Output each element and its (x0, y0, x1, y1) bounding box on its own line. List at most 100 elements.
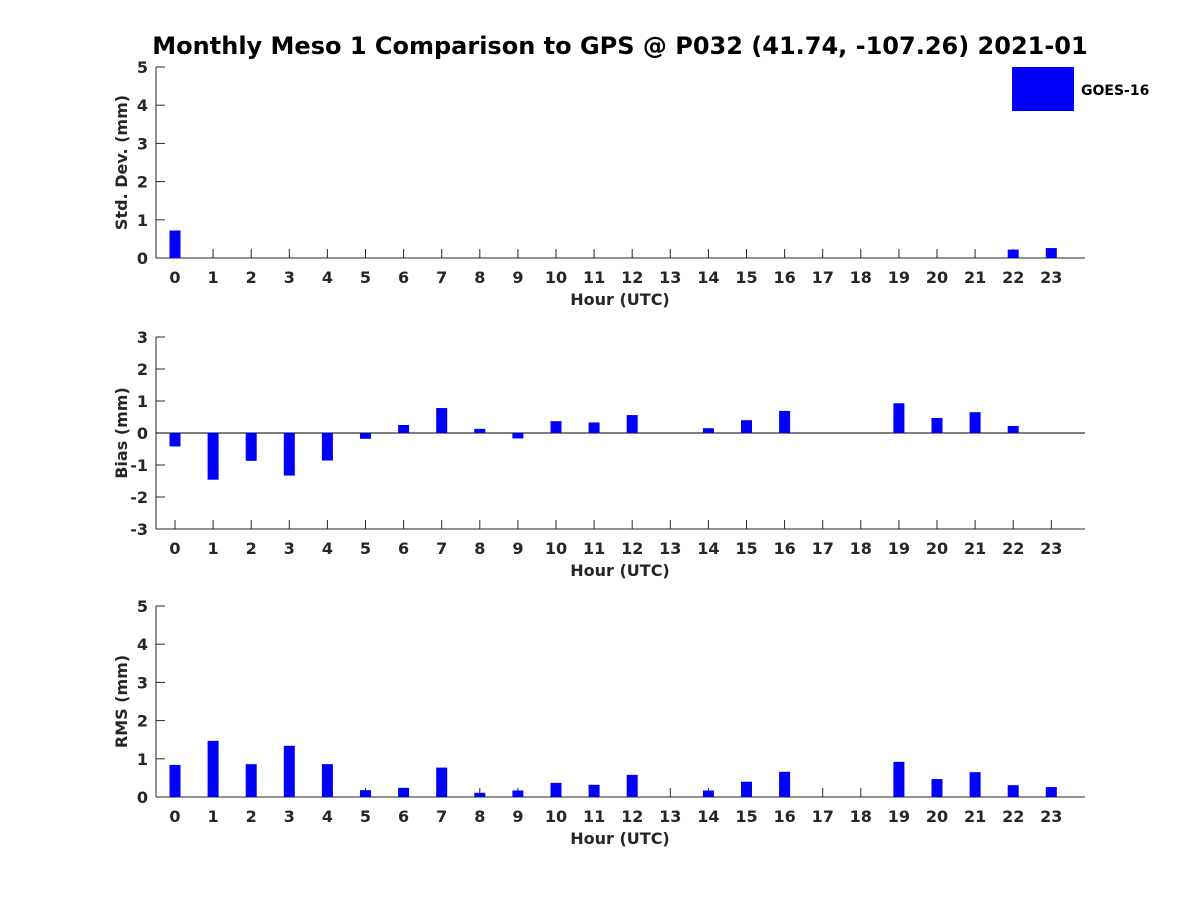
bar-hour-11 (588, 422, 600, 433)
y-tick-label: 4 (137, 96, 148, 115)
bar-hour-0 (169, 433, 181, 447)
y-tick-label: -1 (130, 456, 148, 475)
x-tick-label: 2 (246, 268, 257, 287)
bar-hour-14 (702, 428, 714, 433)
y-tick-label: 2 (137, 360, 148, 379)
bar-hour-6 (398, 787, 410, 797)
x-tick-label: 19 (888, 268, 910, 287)
bar-hour-3 (283, 745, 295, 797)
x-tick-label: 16 (773, 268, 795, 287)
y-tick-label: 0 (137, 788, 148, 807)
x-tick-label: 23 (1040, 807, 1062, 826)
x-tick-label: 12 (621, 807, 643, 826)
y-axis-label: Std. Dev. (mm) (112, 95, 131, 230)
x-tick-label: 22 (1002, 539, 1024, 558)
legend-label-goes16: GOES-16 (1081, 83, 1149, 99)
bar-hour-16 (779, 771, 791, 797)
x-tick-label: 9 (512, 268, 523, 287)
x-tick-label: 19 (888, 539, 910, 558)
bar-hour-15 (741, 420, 752, 433)
x-tick-label: 21 (964, 268, 986, 287)
bar-hour-14 (702, 790, 714, 797)
x-tick-label: 13 (659, 268, 681, 287)
x-tick-label: 12 (621, 268, 643, 287)
x-tick-label: 16 (773, 539, 795, 558)
x-tick-label: 10 (545, 539, 567, 558)
x-tick-label: 15 (735, 539, 757, 558)
x-tick-label: 23 (1040, 539, 1062, 558)
bar-hour-2 (245, 433, 257, 461)
bar-hour-15 (741, 781, 752, 797)
y-tick-label: -2 (130, 488, 148, 507)
y-axis-label: RMS (mm) (112, 655, 131, 748)
bar-hour-22 (1007, 249, 1019, 258)
x-axis-label: Hour (UTC) (570, 829, 670, 848)
x-tick-label: 18 (850, 539, 872, 558)
x-tick-label: 20 (926, 807, 948, 826)
bar-hour-8 (474, 428, 486, 433)
x-tick-label: 17 (812, 539, 834, 558)
x-tick-label: 22 (1002, 807, 1024, 826)
x-tick-label: 10 (545, 268, 567, 287)
bar-hour-3 (283, 433, 295, 476)
x-tick-label: 8 (474, 807, 485, 826)
bar-hour-7 (436, 767, 448, 797)
bar-hour-7 (436, 408, 448, 433)
bar-hour-0 (169, 764, 181, 797)
x-tick-label: 15 (735, 268, 757, 287)
legend: GOES-16 (1012, 67, 1149, 111)
bar-hour-22 (1007, 425, 1019, 433)
x-tick-label: 6 (398, 539, 409, 558)
y-tick-label: 4 (137, 635, 148, 654)
x-tick-label: 5 (360, 807, 371, 826)
y-tick-label: 1 (137, 750, 148, 769)
x-tick-label: 4 (322, 268, 333, 287)
bar-hour-10 (550, 782, 562, 797)
y-tick-label: -3 (130, 520, 148, 539)
bar-hour-11 (588, 784, 600, 797)
bar-hour-9 (512, 790, 524, 797)
bar-hour-2 (245, 764, 257, 797)
x-tick-label: 2 (246, 807, 257, 826)
x-tick-label: 5 (360, 268, 371, 287)
bar-hour-20 (931, 417, 943, 433)
y-axis-label: Bias (mm) (112, 387, 131, 479)
bar-hour-19 (893, 761, 905, 797)
bar-hour-21 (969, 772, 981, 797)
x-tick-label: 17 (812, 268, 834, 287)
y-tick-label: 3 (137, 134, 148, 153)
x-tick-label: 14 (697, 268, 719, 287)
bar-hour-19 (893, 403, 905, 433)
legend-swatch-goes16 (1012, 67, 1074, 111)
bar-hour-4 (321, 433, 333, 461)
bar-hour-10 (550, 421, 562, 433)
x-axis-label: Hour (UTC) (570, 290, 670, 309)
x-tick-label: 7 (436, 539, 447, 558)
x-tick-label: 3 (284, 268, 295, 287)
x-tick-label: 9 (512, 807, 523, 826)
x-tick-label: 8 (474, 268, 485, 287)
y-tick-label: 1 (137, 211, 148, 230)
bar-hour-23 (1045, 248, 1057, 258)
bar-hour-1 (207, 740, 219, 797)
x-tick-label: 1 (208, 268, 219, 287)
x-tick-label: 12 (621, 539, 643, 558)
x-tick-label: 20 (926, 539, 948, 558)
x-tick-label: 13 (659, 807, 681, 826)
x-tick-label: 20 (926, 268, 948, 287)
x-tick-label: 4 (322, 807, 333, 826)
bar-hour-20 (931, 779, 943, 797)
bar-hour-9 (512, 433, 524, 439)
x-tick-label: 16 (773, 807, 795, 826)
x-tick-label: 18 (850, 807, 872, 826)
bar-hour-1 (207, 433, 219, 480)
y-tick-label: 3 (137, 673, 148, 692)
x-tick-label: 1 (208, 807, 219, 826)
bar-hour-12 (626, 774, 638, 797)
x-tick-label: 7 (436, 268, 447, 287)
x-tick-label: 17 (812, 807, 834, 826)
bar-hour-5 (360, 790, 371, 797)
